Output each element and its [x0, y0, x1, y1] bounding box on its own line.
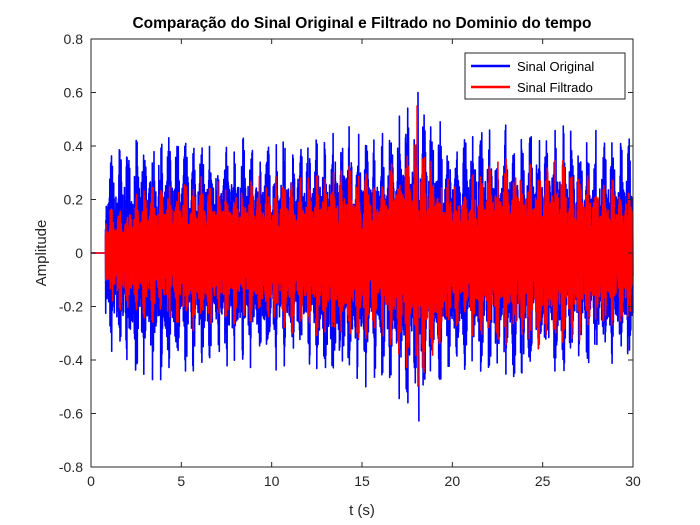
y-tick-label: -0.4: [59, 352, 83, 368]
y-tick-label: 0: [75, 245, 83, 261]
y-tick-label: -0.6: [59, 406, 83, 422]
chart-title: Comparação do Sinal Original e Filtrado …: [132, 15, 591, 32]
y-tick-label: -0.8: [59, 459, 83, 475]
series-group: [91, 91, 634, 422]
x-axis-ticks: 0 5 10 15 20 25 30: [87, 39, 641, 489]
y-tick-label: 0.6: [64, 85, 84, 101]
x-tick-label: 15: [354, 473, 370, 489]
y-tick-label: 0.8: [64, 31, 84, 47]
x-tick-label: 5: [177, 473, 185, 489]
x-tick-label: 10: [264, 473, 280, 489]
series-line-filtered: [91, 105, 634, 387]
x-tick-label: 30: [625, 473, 641, 489]
y-axis-ticks: 0.8 0.6 0.4 0.2 0 -0.2 -0.4 -0.6 -0.8: [59, 31, 633, 475]
y-axis-label: Amplitude: [33, 220, 50, 287]
legend-label-filtered: Sinal Filtrado: [517, 80, 593, 95]
x-axis-label: t (s): [349, 502, 375, 519]
legend: Sinal Original Sinal Filtrado: [464, 52, 626, 100]
x-tick-label: 0: [87, 473, 95, 489]
y-tick-label: 0.2: [64, 192, 84, 208]
y-tick-label: 0.4: [64, 138, 84, 154]
x-tick-label: 20: [445, 473, 461, 489]
y-tick-label: -0.2: [59, 299, 83, 315]
legend-label-original: Sinal Original: [517, 59, 594, 74]
x-tick-label: 25: [535, 473, 551, 489]
legend-box: [464, 52, 626, 100]
